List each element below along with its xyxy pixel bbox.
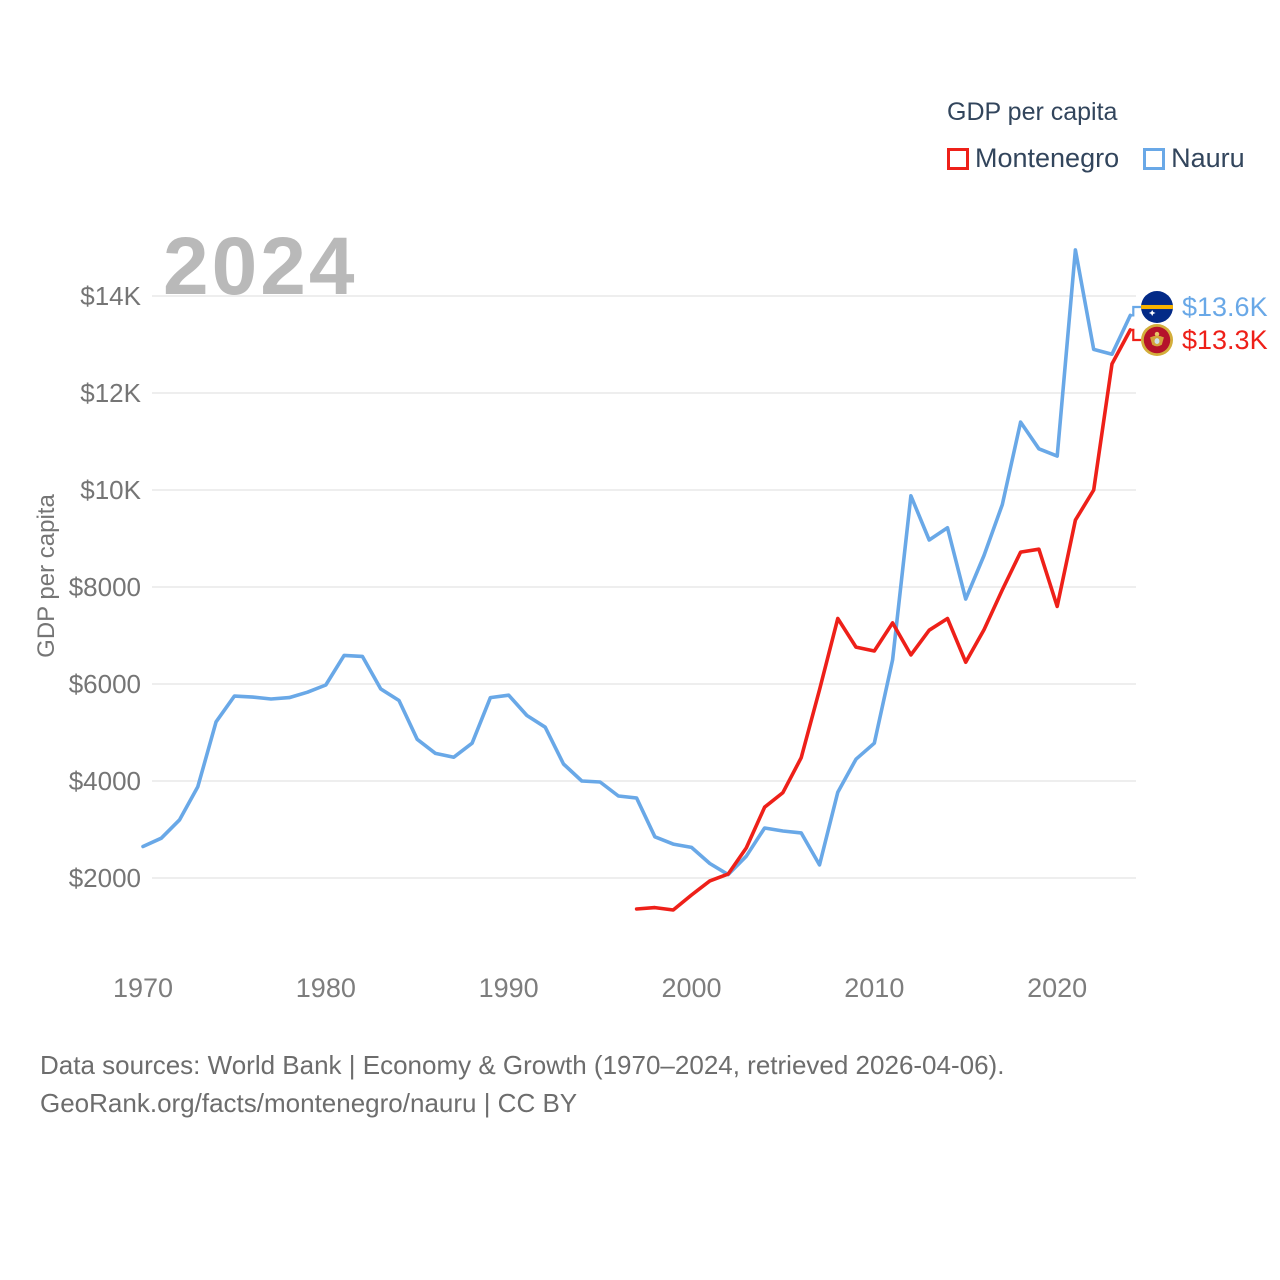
svg-text:1990: 1990 — [479, 973, 539, 1003]
legend-item-nauru[interactable]: Nauru — [1143, 143, 1245, 174]
montenegro-series-swatch — [947, 147, 969, 170]
svg-text:$12K: $12K — [80, 378, 141, 408]
chart-legend: GDP per capita Montenegro Nauru — [947, 98, 1245, 174]
svg-text:2010: 2010 — [844, 973, 904, 1003]
svg-text:2000: 2000 — [661, 973, 721, 1003]
svg-text:$4000: $4000 — [69, 766, 141, 796]
svg-text:1970: 1970 — [113, 973, 173, 1003]
footer-line2: GeoRank.org/facts/montenegro/nauru | CC … — [40, 1088, 578, 1119]
svg-text:1980: 1980 — [296, 973, 356, 1003]
montenegro-end-value: $13.3K — [1182, 324, 1268, 355]
montenegro-flag-icon — [1141, 324, 1173, 356]
legend-items: Montenegro Nauru — [947, 143, 1245, 174]
nauru-flag-icon — [1141, 291, 1173, 323]
y-axis-title: GDP per capita — [33, 494, 60, 658]
nauru-end-label: $13.6K — [1141, 291, 1268, 323]
year-watermark: 2024 — [163, 221, 358, 312]
svg-text:$6000: $6000 — [69, 669, 141, 699]
svg-text:$8000: $8000 — [69, 572, 141, 602]
montenegro-end-label: $13.3K — [1141, 324, 1268, 356]
svg-text:$14K: $14K — [80, 281, 141, 311]
footer-line1: Data sources: World Bank | Economy & Gro… — [40, 1050, 1005, 1080]
data-source-footer: Data sources: World Bank | Economy & Gro… — [40, 1046, 1004, 1123]
legend-label-nauru: Nauru — [1171, 143, 1245, 173]
svg-text:2020: 2020 — [1027, 973, 1087, 1003]
nauru-series-swatch — [1143, 147, 1166, 170]
legend-label-montenegro: Montenegro — [975, 143, 1120, 173]
nauru-end-value: $13.6K — [1182, 291, 1268, 322]
legend-item-montenegro[interactable]: Montenegro — [947, 143, 1119, 174]
svg-text:$10K: $10K — [80, 475, 141, 505]
legend-title: GDP per capita — [947, 98, 1118, 126]
svg-text:$2000: $2000 — [69, 863, 141, 893]
